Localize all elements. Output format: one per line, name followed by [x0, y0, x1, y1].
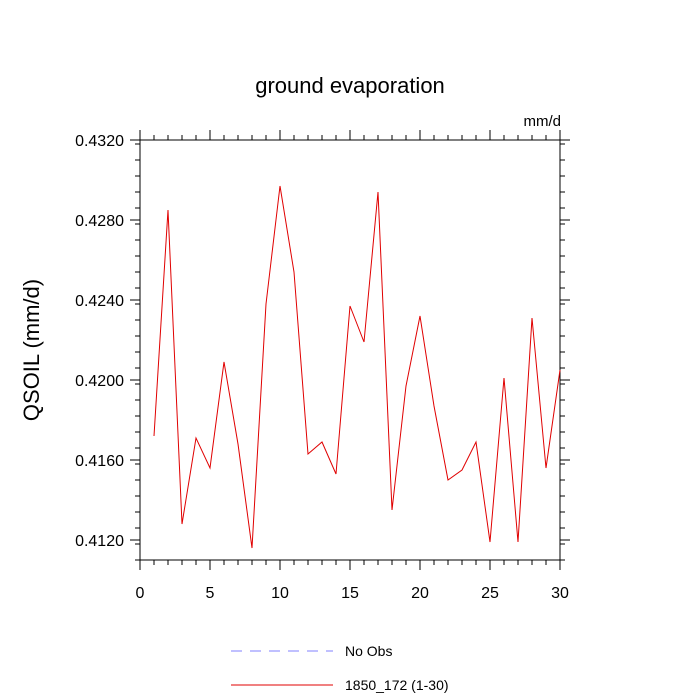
data-point: [433, 405, 434, 406]
plot-frame: [139, 139, 561, 561]
x-tick-label: 0: [136, 585, 145, 602]
x-tick-label: 20: [411, 585, 429, 602]
y-axis-label: QSOIL (mm/d): [19, 279, 44, 421]
x-tick-label: 15: [341, 585, 359, 602]
legend-label: No Obs: [345, 643, 392, 659]
chart-title: ground evaporation: [255, 73, 445, 98]
series-layer: [153, 185, 561, 549]
data-point: [419, 315, 420, 316]
data-point: [153, 435, 154, 436]
legend: No Obs 1850_172 (1-30): [231, 643, 449, 693]
data-point: [405, 385, 406, 386]
data-point: [167, 209, 168, 210]
data-point: [489, 541, 490, 542]
y-tick-label: 0.4160: [75, 453, 124, 470]
data-point: [349, 305, 350, 306]
y-tick-label: 0.4280: [75, 213, 124, 230]
y-tick-label: 0.4320: [75, 133, 124, 150]
data-point: [195, 437, 196, 438]
y-tick-label: 0.4240: [75, 293, 124, 310]
data-point: [559, 369, 560, 370]
data-point: [517, 541, 518, 542]
legend-label: 1850_172 (1-30): [345, 677, 449, 693]
data-point: [475, 441, 476, 442]
data-point: [293, 271, 294, 272]
series-line: [153, 185, 561, 549]
x-tick-label: 5: [206, 585, 215, 602]
data-point: [237, 443, 238, 444]
data-point: [363, 341, 364, 342]
data-point: [209, 467, 210, 468]
data-point: [447, 479, 448, 480]
data-point: [335, 473, 336, 474]
data-point: [251, 547, 252, 548]
y-tick-label: 0.4200: [75, 373, 124, 390]
x-tick-label: 25: [481, 585, 499, 602]
units-label: mm/d: [524, 113, 562, 130]
data-point: [545, 467, 546, 468]
data-point: [377, 191, 378, 192]
data-point: [265, 303, 266, 304]
x-tick-label: 10: [271, 585, 289, 602]
data-point: [279, 185, 280, 186]
data-point: [391, 509, 392, 510]
y-tick-label: 0.4120: [75, 533, 124, 550]
data-point: [223, 361, 224, 362]
data-point: [461, 469, 462, 470]
data-point: [181, 523, 182, 524]
axis-ticks: 0 5 10 15 20 25 30 0.4120 0.4160 0.4200 0.4240 0.42…: [75, 130, 570, 602]
data-point: [307, 453, 308, 454]
data-point: [321, 441, 322, 442]
data-point: [503, 377, 504, 378]
data-point: [531, 317, 532, 318]
x-tick-label: 30: [551, 585, 569, 602]
